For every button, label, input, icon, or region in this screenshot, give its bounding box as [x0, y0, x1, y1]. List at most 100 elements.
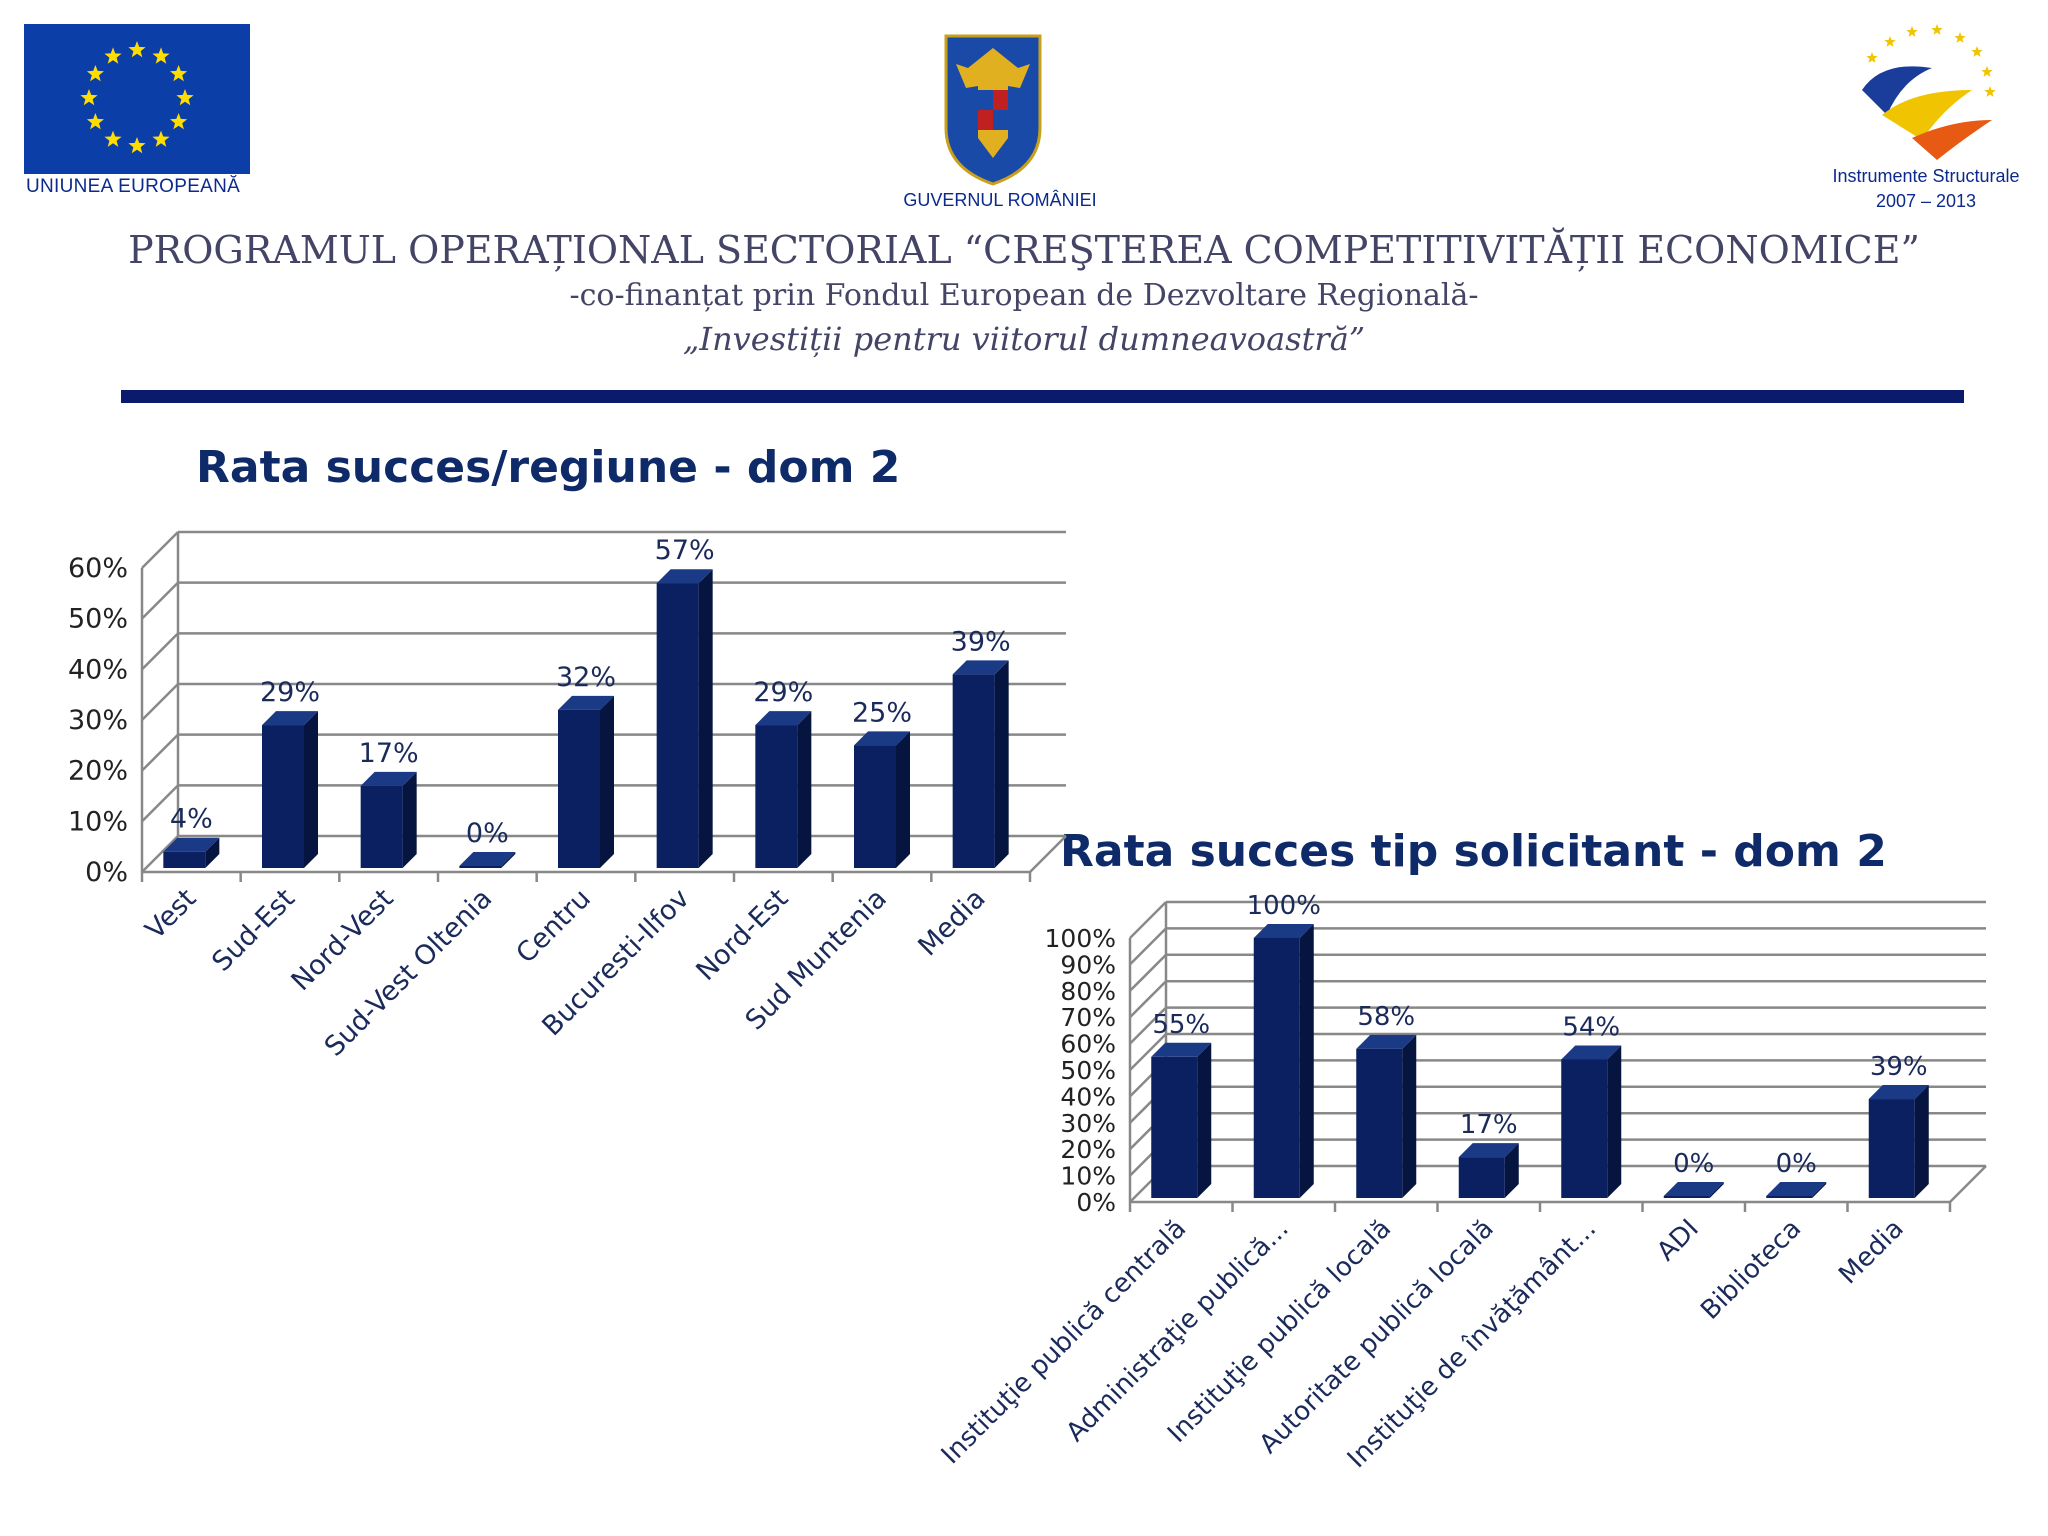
bar-top — [163, 837, 220, 852]
gridline-side — [141, 683, 179, 721]
data-label: 39% — [1870, 1052, 1928, 1082]
bar — [1663, 1182, 1724, 1198]
bar-side — [1197, 1042, 1212, 1198]
data-label: 25% — [852, 697, 912, 728]
chart-title-applicant: Rata succes tip solicitant - dom 2 — [1060, 826, 1887, 877]
eu-star-icon — [170, 113, 188, 130]
y-tick-label: 40% — [1060, 1082, 1116, 1111]
data-label: 29% — [753, 677, 813, 708]
is-star-icon — [1906, 26, 1918, 37]
is-star-icon — [1931, 24, 1943, 35]
is-caption-line1: Instrumente Structurale — [1832, 166, 2020, 186]
bar-front — [854, 745, 896, 868]
y-tick-label: 20% — [68, 756, 128, 787]
eu-star-icon — [86, 65, 104, 82]
y-tick-label: 30% — [68, 705, 128, 736]
y-tick-label: 30% — [1060, 1109, 1116, 1138]
eu-star-icon — [104, 47, 122, 64]
bar-front — [1253, 938, 1300, 1198]
eu-star-icon — [104, 130, 122, 147]
data-label: 39% — [951, 626, 1011, 657]
is-star-icon — [1971, 46, 1983, 57]
x-tick-label: Media — [1833, 1214, 1909, 1290]
bar-front — [360, 785, 403, 868]
bar-top — [1663, 1182, 1724, 1196]
gridline-side — [141, 581, 179, 620]
bar — [163, 837, 220, 868]
chart-title-region: Rata succes/regiune - dom 2 — [196, 442, 901, 493]
bar-front — [459, 866, 502, 868]
floor-edge — [1949, 1165, 1987, 1203]
bar-side — [1299, 924, 1314, 1198]
bar-top — [558, 695, 614, 710]
bar — [1766, 1182, 1827, 1198]
bar-top — [262, 711, 318, 726]
data-label: 55% — [1152, 1010, 1210, 1040]
data-label: 0% — [466, 818, 509, 849]
eu-star-icon — [152, 47, 170, 64]
bar-front — [163, 851, 206, 868]
bar — [1151, 1042, 1212, 1198]
bar-side — [1812, 1182, 1827, 1198]
bar-front — [1766, 1196, 1813, 1198]
bar-side — [402, 771, 417, 868]
is-star-icon — [1954, 32, 1966, 43]
bar — [558, 695, 614, 868]
bar-top — [1151, 1042, 1212, 1057]
data-label: 0% — [1673, 1149, 1714, 1179]
is-star-icon — [1981, 66, 1993, 77]
data-label: 58% — [1357, 1002, 1415, 1032]
y-tick-label: 20% — [1060, 1135, 1116, 1164]
x-tick-label: Biblioteca — [1695, 1214, 1807, 1326]
bar — [1868, 1085, 1929, 1198]
bar-side — [797, 711, 812, 868]
bar-top — [1868, 1085, 1929, 1100]
gridline-side — [1129, 927, 1167, 966]
bar-side — [1914, 1085, 1929, 1198]
y-tick-label: 0% — [85, 857, 128, 888]
eu-flag-logo — [24, 24, 250, 174]
x-tick-label: ADI — [1651, 1214, 1704, 1267]
bar-top — [1458, 1143, 1519, 1158]
instrumente-structurale-logo — [1862, 24, 1996, 160]
bar — [755, 711, 812, 868]
eu-star-icon — [80, 89, 98, 106]
y-tick-label: 90% — [1060, 950, 1116, 979]
program-title: PROGRAMUL OPERAȚIONAL SECTORIAL “CREŞTER… — [128, 228, 1920, 272]
bar-top — [1356, 1034, 1417, 1049]
y-tick-label: 60% — [68, 553, 128, 584]
bar-top — [360, 771, 417, 786]
bar-front — [558, 709, 600, 868]
eu-star-icon — [128, 41, 146, 58]
romanian-coat-of-arms-logo — [944, 34, 1042, 186]
gridline-side — [141, 784, 179, 823]
bar — [1253, 924, 1314, 1198]
eu-star-icon — [152, 130, 170, 147]
gridline-side — [141, 835, 179, 873]
program-subtitle: -co-finanțat prin Fondul European de Dez… — [569, 278, 1479, 313]
bar-top — [459, 852, 516, 866]
eu-star-icon — [128, 137, 146, 154]
program-motto: „Investiții pentru viitorul dumneavoastr… — [682, 320, 1366, 358]
y-tick-label: 0% — [1076, 1188, 1116, 1217]
bar-top — [1253, 924, 1314, 938]
bar — [952, 660, 1009, 868]
y-tick-label: 10% — [1060, 1162, 1116, 1191]
bar-side — [304, 711, 318, 868]
gridline-side — [141, 632, 179, 671]
bar-front — [262, 725, 304, 868]
bar-front — [755, 725, 798, 868]
bar — [854, 731, 910, 868]
bar-side — [501, 852, 516, 868]
y-tick-label: 100% — [1045, 924, 1116, 953]
bar — [459, 852, 516, 868]
bar-front — [1868, 1099, 1915, 1198]
y-tick-label: 60% — [1060, 1030, 1116, 1059]
is-star-icon — [1884, 36, 1896, 47]
y-tick-label: 50% — [68, 604, 128, 635]
data-label: 57% — [655, 535, 715, 566]
bar-top — [1561, 1045, 1622, 1060]
gov-caption: GUVERNUL ROMÂNIEI — [903, 190, 1097, 210]
